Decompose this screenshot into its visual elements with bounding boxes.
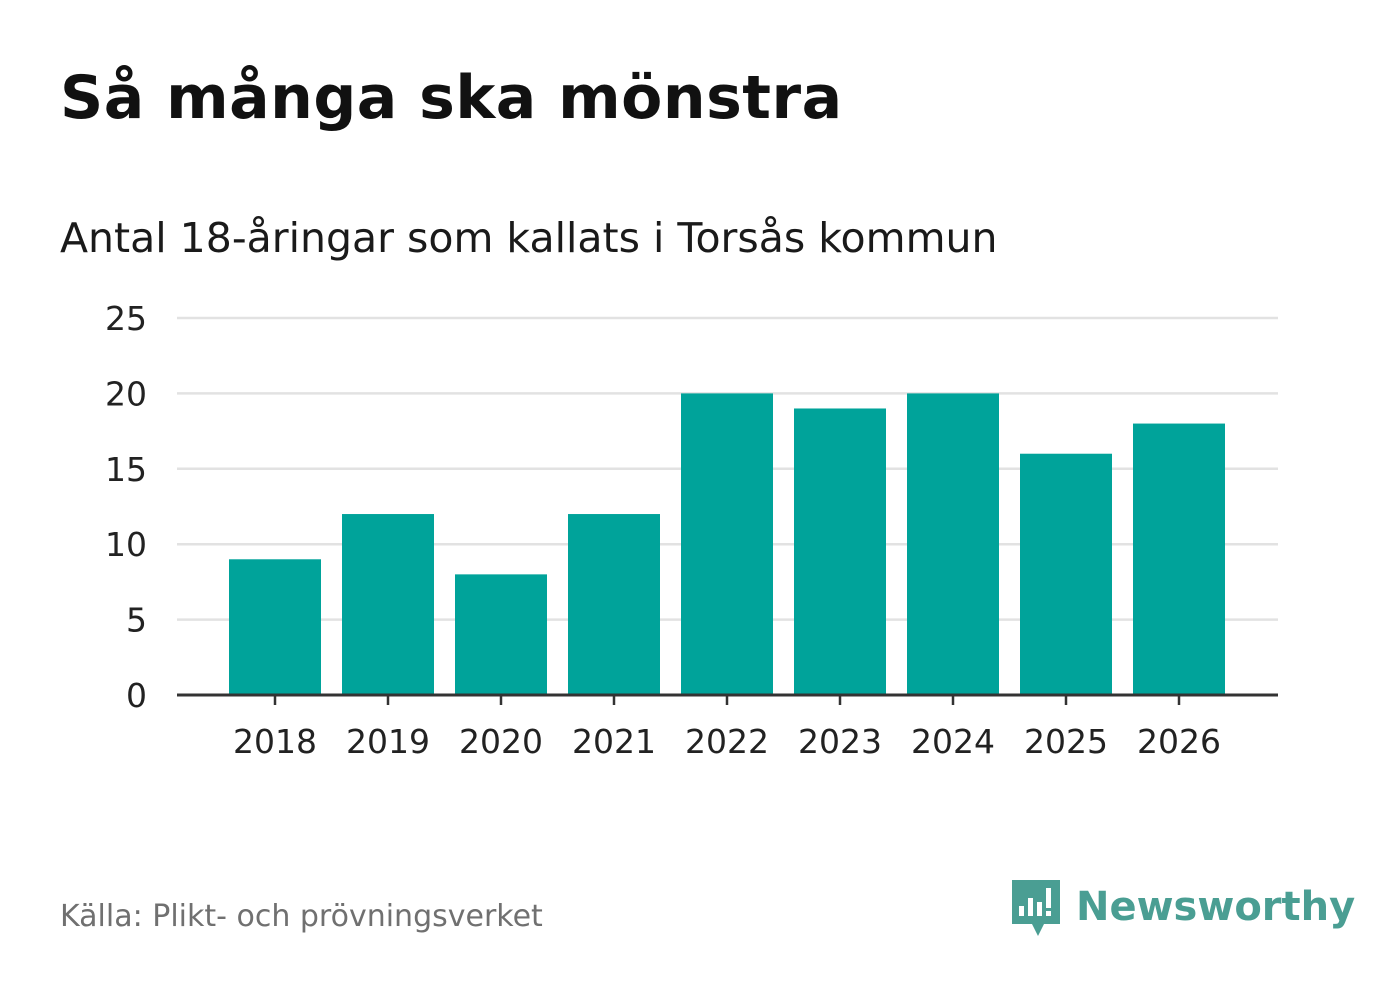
- y-tick-label: 5: [126, 601, 147, 640]
- x-tick-label: 2024: [911, 722, 995, 761]
- x-tick-label: 2019: [346, 722, 430, 761]
- bar: [1133, 423, 1225, 695]
- source-note: Källa: Plikt- och prövningsverket: [60, 899, 543, 934]
- y-tick-label: 10: [105, 525, 147, 564]
- bar: [342, 514, 434, 695]
- newsworthy-logo-icon: [1012, 880, 1060, 936]
- bars: [229, 393, 1225, 695]
- y-tick-label: 20: [105, 374, 147, 413]
- x-tick-label: 2021: [572, 722, 656, 761]
- bar: [907, 393, 999, 695]
- chart-subtitle: Antal 18-åringar som kallats i Torsås ko…: [60, 214, 998, 262]
- brand-logo[interactable]: Newsworthy: [1010, 876, 1355, 938]
- x-tick-label: 2026: [1137, 722, 1221, 761]
- bar: [568, 514, 660, 695]
- y-tick-label: 25: [105, 299, 147, 338]
- brand-name: Newsworthy: [1076, 884, 1356, 930]
- y-tick-label: 15: [105, 450, 147, 489]
- bar: [681, 393, 773, 695]
- bar: [1020, 453, 1112, 695]
- bar: [229, 559, 321, 695]
- x-tick-label: 2020: [459, 722, 543, 761]
- bar: [794, 408, 886, 695]
- x-tick-label: 2023: [798, 722, 882, 761]
- y-axis-ticks: 0 5 10 15 20 25: [105, 299, 147, 715]
- y-tick-label: 0: [126, 676, 147, 715]
- x-tick-label: 2018: [233, 722, 317, 761]
- bar: [455, 574, 547, 695]
- chart-title: Så många ska mönstra: [60, 63, 843, 133]
- x-axis-ticks: 2018 2019 2020 2021 2022 2023 2024 2025 2026: [233, 695, 1221, 761]
- x-tick-label: 2022: [685, 722, 769, 761]
- x-tick-label: 2025: [1024, 722, 1108, 761]
